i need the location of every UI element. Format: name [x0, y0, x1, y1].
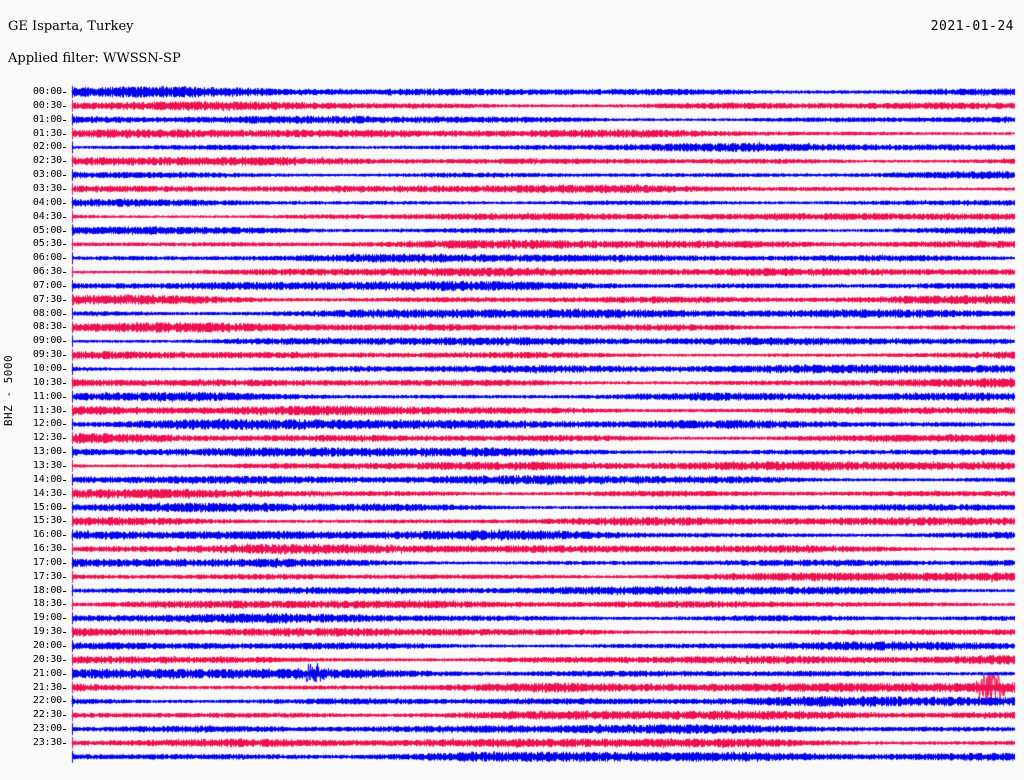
seismogram-traces — [0, 0, 1024, 780]
